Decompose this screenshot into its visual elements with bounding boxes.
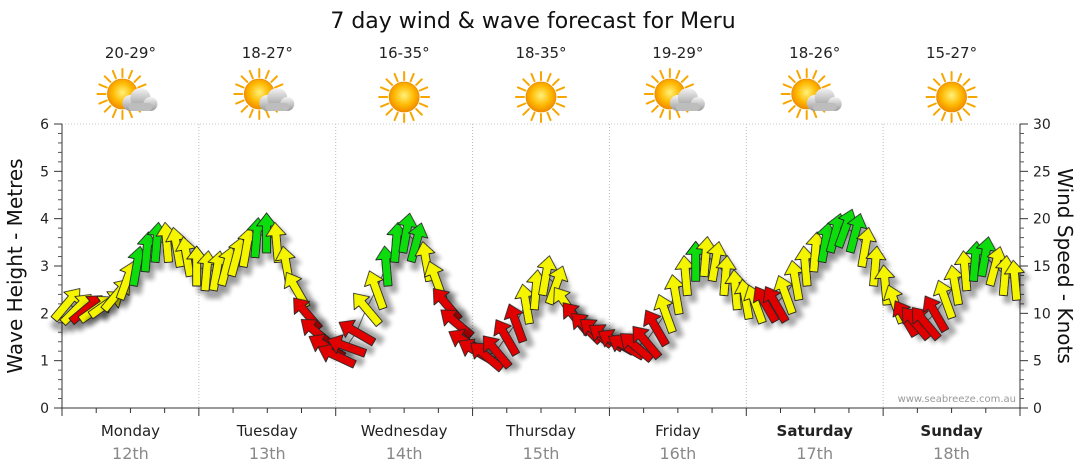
- day-date-label: 15th: [523, 444, 560, 463]
- wind-arrow: [544, 265, 569, 306]
- temperature-range-label: 20-29°: [105, 44, 156, 62]
- sunny-icon: [925, 71, 978, 123]
- wind-arrow: [706, 241, 728, 283]
- wind-arrow: [406, 222, 429, 264]
- y-axis-label-left: Wave Height - Metres: [3, 158, 27, 373]
- axes: [54, 123, 1028, 416]
- weather-icons: [96, 68, 978, 123]
- y-tick-label-right: 0: [1033, 401, 1042, 417]
- temperature-range-label: 16-35°: [379, 44, 430, 62]
- day-date-label: 14th: [386, 444, 423, 463]
- day-name-label: Monday: [101, 422, 160, 440]
- temperature-range-label: 18-35°: [515, 44, 566, 62]
- wind-arrow: [1003, 259, 1025, 301]
- day-name-label: Tuesday: [236, 422, 298, 440]
- day-date-label: 17th: [796, 444, 833, 463]
- y-tick-label-left: 3: [40, 259, 49, 275]
- y-tick-label-right: 25: [1033, 164, 1051, 180]
- y-tick-label-right: 30: [1033, 117, 1051, 133]
- wind-arrows: [50, 208, 1025, 373]
- wind-arrow: [762, 286, 790, 324]
- y-tick-label-left: 6: [40, 117, 49, 133]
- credit-text: www.seabreeze.com.au: [898, 394, 1016, 405]
- day-name-label: Saturday: [777, 422, 854, 440]
- day-name-label: Thursday: [505, 422, 576, 440]
- wind-arrow: [773, 275, 797, 316]
- temperature-range-label: 15-27°: [926, 44, 977, 62]
- temperature-range-label: 19-29°: [652, 44, 703, 62]
- y-axis-label-right: Wind Speed - Knots: [1053, 168, 1077, 364]
- wind-arrow: [922, 295, 950, 334]
- day-name-label: Sunday: [920, 422, 983, 440]
- day-name-label: Wednesday: [361, 422, 448, 440]
- y-tick-label-left: 4: [40, 212, 49, 228]
- wind-arrow: [364, 270, 388, 311]
- wind-arrow: [327, 334, 368, 358]
- wind-arrow: [856, 226, 877, 268]
- wind-arrow: [482, 335, 513, 370]
- y-tick-label-left: 5: [40, 164, 49, 180]
- y-tick-label-left: 1: [40, 354, 49, 370]
- y-tick-label-right: 15: [1033, 259, 1051, 275]
- y-tick-label-left: 0: [40, 401, 49, 417]
- partly-cloudy-icon: [643, 68, 705, 120]
- wind-arrow: [503, 303, 528, 344]
- y-tick-label-right: 10: [1033, 306, 1051, 322]
- partly-cloudy-icon: [233, 68, 295, 120]
- temperature-range-label: 18-26°: [789, 44, 840, 62]
- day-date-label: 13th: [249, 444, 286, 463]
- chart-title: 7 day wind & wave forecast for Meru: [330, 9, 735, 34]
- wind-arrow: [338, 319, 377, 347]
- day-name-label: Friday: [655, 422, 701, 440]
- y-tick-label-right: 5: [1033, 354, 1042, 370]
- day-date-label: 12th: [112, 444, 149, 463]
- partly-cloudy-icon: [780, 68, 842, 120]
- wind-arrow: [845, 213, 868, 254]
- temperature-range-label: 18-27°: [242, 44, 293, 62]
- wind-arrow: [653, 294, 677, 334]
- wind-arrow: [632, 325, 663, 361]
- sunny-icon: [378, 71, 431, 123]
- wind-arrow: [643, 309, 670, 348]
- wind-arrow: [353, 292, 383, 327]
- day-labels: Monday 12th Tuesday 13th Wednesday 14th Thursd…: [101, 422, 983, 463]
- sunny-icon: [515, 71, 567, 123]
- wind-arrow: [865, 245, 887, 287]
- wind-arrow: [493, 319, 521, 357]
- day-temperatures: 20-29° 18-27° 16-35° 18-35° 19-29° 18-26° 15-2…: [105, 44, 977, 62]
- tick-labels: 0 1 2 3 4 5 6 0 5 10 15 20 25 30: [40, 117, 1051, 417]
- wind-arrow: [932, 279, 957, 320]
- day-date-label: 16th: [659, 444, 696, 463]
- day-date-label: 18th: [933, 444, 970, 463]
- y-tick-label-left: 2: [40, 306, 49, 322]
- partly-cloudy-icon: [96, 68, 158, 120]
- wind-arrow: [715, 255, 737, 297]
- wind-arrow: [440, 309, 475, 340]
- y-tick-label-right: 20: [1033, 212, 1051, 228]
- wind-arrow: [911, 307, 942, 342]
- wind-arrow: [175, 236, 196, 278]
